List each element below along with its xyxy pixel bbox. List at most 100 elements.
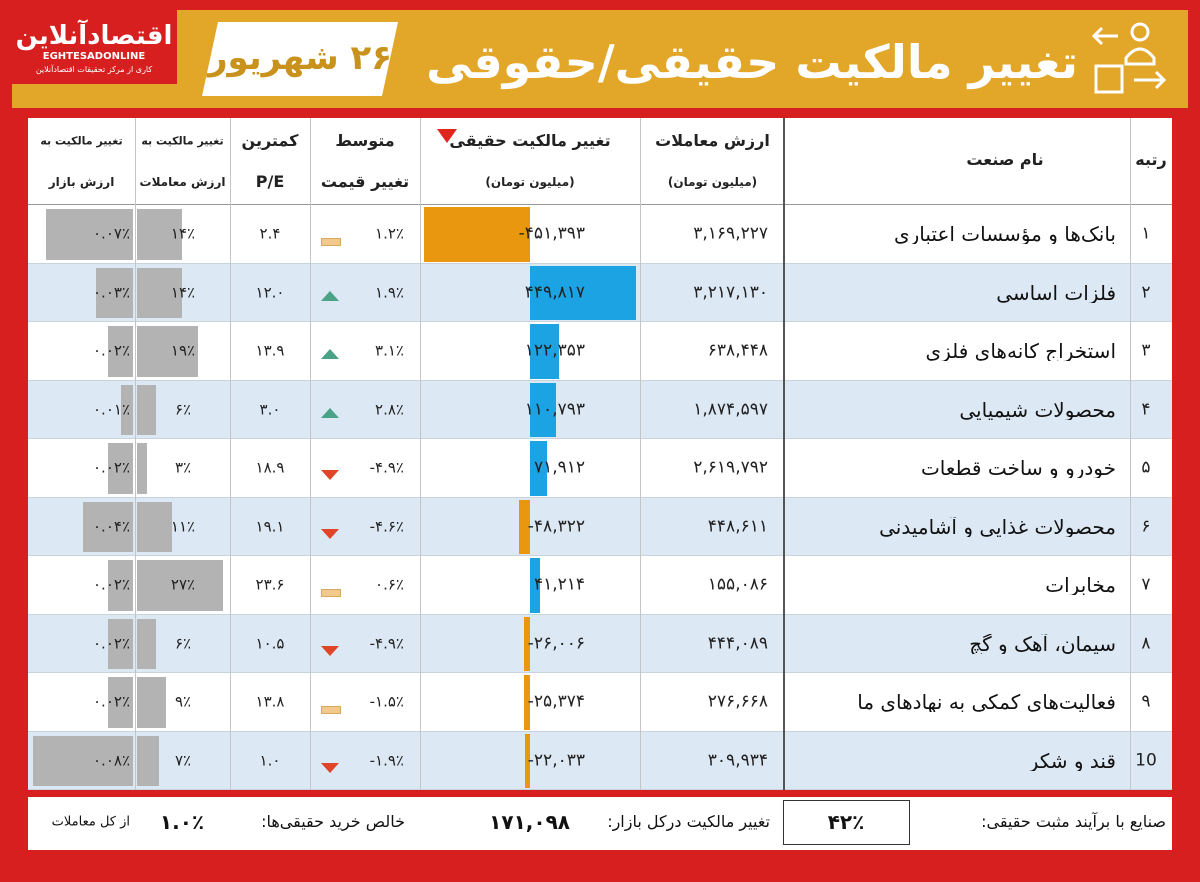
sort-indicator: [437, 129, 457, 143]
trade-value: ۶۳۸,۴۴۸: [707, 340, 768, 361]
min-pe: ۱۳.۸: [255, 692, 285, 711]
rank: ۶: [1141, 516, 1151, 537]
min-pe: ۲۳.۶: [255, 575, 285, 594]
row-line: [28, 379, 1172, 381]
avg-price-change: -۴.۹٪: [369, 634, 404, 653]
ownership-change: -۲۲,۰۳۳: [527, 750, 585, 771]
change-to-trade: ۳٪: [174, 458, 192, 477]
industry-name: مخابرات: [1045, 575, 1116, 596]
column-header: کمترین: [241, 131, 299, 150]
market-ratio-bar: [108, 677, 133, 728]
trade-value: ۳۰۹,۹۳۴: [707, 750, 768, 771]
rank: 10: [1135, 750, 1157, 771]
column-header: ارزش معاملات: [139, 175, 226, 189]
row-background: [28, 497, 1172, 556]
column-header: (میلیون تومان): [485, 175, 575, 189]
avg-price-change: ۲.۸٪: [375, 400, 404, 419]
trade-ratio-bar: [137, 267, 182, 318]
footer-area: [28, 797, 1172, 850]
trade-ratio-bar: [137, 501, 173, 552]
trade-ratio-bar: [137, 618, 157, 669]
trade-value: ۴۴۸,۶۱۱: [707, 516, 768, 537]
trade-value: ۳,۲۱۷,۱۳۰: [693, 282, 768, 303]
column-header: تغییر مالکیت حقیقی: [449, 131, 611, 150]
avg-price-change: -۴.۹٪: [369, 458, 404, 477]
trade-ratio-bar: [137, 326, 198, 377]
ownership-change: ۴۴۹,۸۱۷: [524, 282, 585, 303]
change-to-trade: ۱۱٪: [170, 517, 196, 536]
ownership-bar: [524, 733, 530, 788]
avg-price-change: ۰.۶٪: [375, 575, 404, 594]
market-ratio-bar: [33, 735, 133, 786]
footer-separator: [12, 790, 1188, 797]
min-pe: ۲.۴: [259, 224, 281, 243]
logo-name: اقتصادآنلاین: [15, 21, 173, 51]
change-to-trade: ۹٪: [174, 692, 192, 711]
column-header: تغییر مالکیت به: [141, 134, 224, 148]
ownership-bar: [530, 324, 559, 379]
ownership-change: ۷۱,۹۱۲: [533, 457, 585, 478]
trade-value: ۱,۸۷۴,۵۹۷: [693, 399, 768, 420]
row-line: [28, 672, 1172, 673]
trend-up: [321, 349, 339, 360]
footer-value: ۱.۰٪: [159, 810, 205, 834]
column-line: [1130, 118, 1131, 790]
rank: ۱: [1141, 223, 1151, 244]
trade-value: ۴۴۴,۰۸۹: [707, 633, 768, 654]
trade-value: ۳,۱۶۹,۲۲۷: [693, 223, 768, 244]
market-ratio-bar: [108, 618, 133, 669]
industry-name: قند و شکر: [1028, 750, 1116, 771]
change-to-market: ۰.۰۲٪: [93, 341, 130, 360]
ownership-change: ۱۱۰,۷۹۳: [524, 399, 585, 420]
footer-value: ۱۷۱,۰۹۸: [489, 810, 570, 834]
date-badge: [202, 22, 398, 96]
industry-name: سیمان، آهک و گچ: [969, 633, 1116, 654]
row-line: [28, 496, 1172, 498]
trend-flat: [321, 706, 341, 715]
ownership-bar: [424, 207, 530, 262]
market-ratio-bar: [108, 560, 133, 611]
change-to-market: ۰.۰۲٪: [93, 575, 130, 594]
column-line: [420, 118, 421, 790]
market-ratio-bar: [120, 384, 133, 435]
change-to-trade: ۷٪: [174, 751, 192, 770]
trade-ratio-bar: [137, 384, 157, 435]
column-header: نام صنعت: [966, 150, 1044, 169]
column-line: [783, 118, 785, 790]
avg-price-change: -۴.۶٪: [369, 517, 404, 536]
trend-up: [321, 407, 339, 418]
ownership-change: -۲۶,۰۰۶: [527, 633, 585, 654]
ownership-bar: [518, 499, 530, 554]
avg-price-change: ۳.۱٪: [375, 341, 404, 360]
footer-label: از کل معاملات: [51, 814, 130, 830]
min-pe: ۱۲.۰: [255, 283, 285, 302]
column-line: [230, 118, 231, 790]
ownership-bar: [530, 441, 547, 496]
ownership-change: ۴۱,۲۱۴: [533, 574, 585, 595]
row-background: [28, 380, 1172, 439]
trend-flat: [321, 238, 341, 247]
column-line: [310, 118, 311, 790]
row-line: [28, 438, 1172, 439]
industry-name: بانک‌ها و مؤسسات اعتباری: [893, 224, 1116, 245]
ownership-change: -۴۸,۳۲۲: [527, 516, 585, 537]
row-line: [28, 789, 1172, 790]
avg-price-change: ۱.۲٪: [375, 224, 404, 243]
trade-ratio-bar: [137, 677, 166, 728]
footer-label: تغییر مالکیت درکل بازار:: [607, 812, 770, 831]
industry-name: استخراج کانه‌های فلزی: [925, 341, 1116, 362]
column-header: (میلیون تومان): [667, 175, 758, 189]
column-header: ارزش معاملات: [655, 131, 770, 150]
avg-price-change: -۱.۹٪: [369, 751, 404, 770]
industry-name: خودرو و ساخت قطعات: [920, 458, 1116, 479]
row-line: [28, 730, 1172, 732]
column-line: [135, 118, 136, 790]
row-line: [28, 555, 1172, 556]
column-header: P/E: [255, 172, 285, 191]
change-to-market: ۰.۰۴٪: [93, 517, 130, 536]
rank: ۴: [1141, 399, 1151, 420]
trade-value: ۱۵۵,۰۸۶: [707, 574, 768, 595]
change-to-trade: ۱۴٪: [170, 224, 196, 243]
rank: ۳: [1141, 340, 1151, 361]
